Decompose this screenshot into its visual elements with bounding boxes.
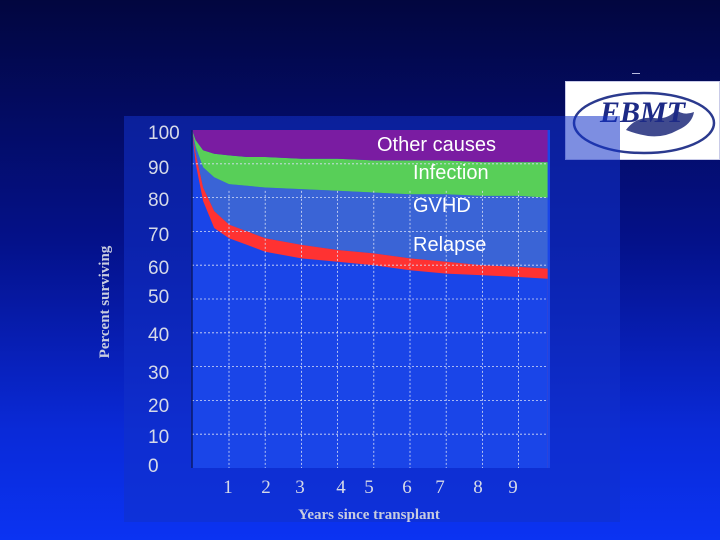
y-tick-20: 20: [148, 396, 169, 417]
y-axis-title: Percent surviving: [97, 245, 113, 358]
y-tick-70: 70: [148, 225, 169, 246]
y-tick-90: 90: [148, 158, 169, 179]
y-tick-30: 30: [148, 363, 169, 384]
y-tick-10: 10: [148, 427, 169, 448]
logo-dash: [632, 73, 640, 74]
band-other-causes: [192, 130, 548, 163]
x-tick-5: 5: [364, 477, 374, 498]
y-tick-0: 0: [148, 456, 159, 477]
x-tick-4: 4: [336, 477, 346, 498]
x-tick-2: 2: [261, 477, 271, 498]
y-tick-50: 50: [148, 287, 169, 308]
y-tick-100: 100: [148, 123, 180, 144]
label-other-causes: Other causes: [377, 134, 496, 156]
label-gvhd: GVHD: [413, 195, 471, 217]
y-tick-labels: 0 10 20 30 40 50 60 70 80 90 100: [148, 123, 180, 477]
x-tick-6: 6: [402, 477, 412, 498]
y-tick-60: 60: [148, 258, 169, 279]
x-tick-1: 1: [223, 477, 233, 498]
x-tick-3: 3: [295, 477, 305, 498]
grid-lines: [192, 163, 547, 468]
label-relapse: Relapse: [413, 234, 486, 256]
band-labels: Relapse GVHD Infection Other causes: [377, 134, 496, 256]
x-tick-8: 8: [473, 477, 483, 498]
x-tick-9: 9: [508, 477, 518, 498]
band-gvhd: [192, 130, 548, 269]
y-tick-40: 40: [148, 325, 169, 346]
x-axis-title: Years since transplant: [298, 507, 440, 523]
band-relapse-fill: [192, 130, 548, 279]
label-infection: Infection: [413, 162, 489, 184]
y-tick-80: 80: [148, 190, 169, 211]
x-tick-7: 7: [435, 477, 445, 498]
